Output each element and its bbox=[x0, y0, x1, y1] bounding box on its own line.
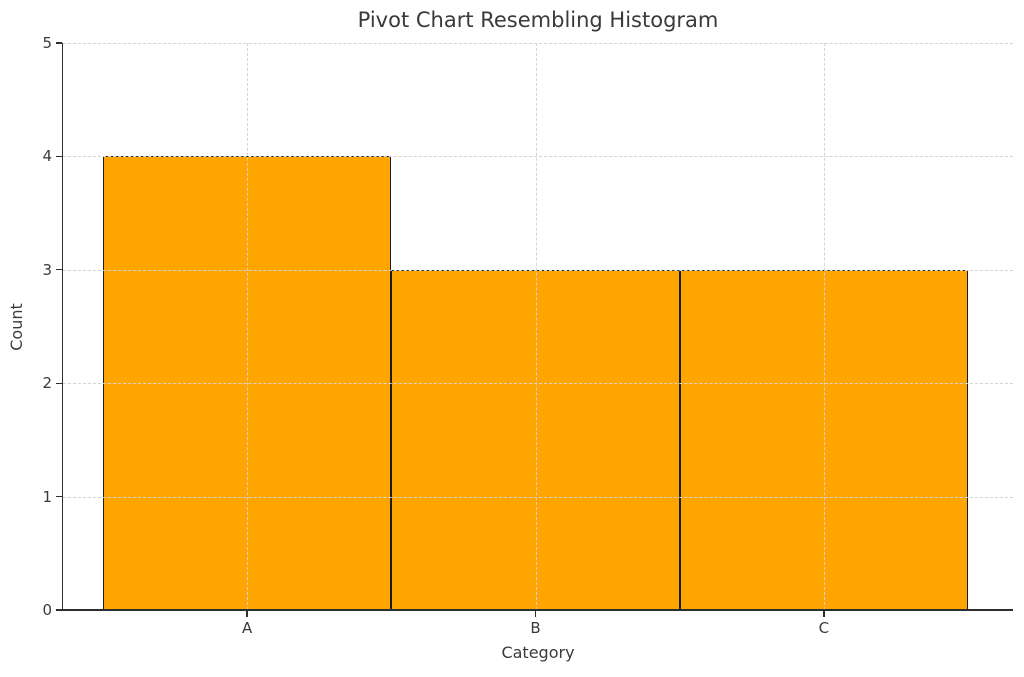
y-axis-spine bbox=[61, 43, 64, 611]
x-tick-mark-c bbox=[823, 611, 825, 617]
x-tick-mark-a bbox=[246, 611, 248, 617]
chart-title: Pivot Chart Resembling Histogram bbox=[357, 8, 719, 32]
gridline-y-5 bbox=[63, 43, 1013, 44]
gridline-x-a bbox=[247, 43, 249, 610]
gridline-x-b bbox=[535, 43, 537, 610]
plot-area bbox=[63, 43, 1013, 610]
y-tick-label-1: 1 bbox=[42, 487, 52, 506]
y-tick-label-0: 0 bbox=[42, 601, 52, 619]
y-tick-mark-3 bbox=[56, 269, 62, 271]
x-tick-mark-b bbox=[534, 611, 537, 617]
y-tick-mark-0 bbox=[56, 609, 62, 611]
gridline-x-c bbox=[823, 43, 825, 610]
x-tick-label-c: C bbox=[818, 619, 830, 637]
y-tick-label-4: 4 bbox=[42, 147, 52, 166]
y-tick-label-3: 3 bbox=[42, 260, 52, 279]
x-axis-spine bbox=[61, 609, 1013, 611]
gridline-y-2 bbox=[63, 383, 1013, 385]
y-tick-label-2: 2 bbox=[42, 374, 52, 393]
x-axis-label: Category bbox=[501, 643, 575, 662]
y-tick-mark-4 bbox=[56, 155, 62, 158]
y-tick-mark-2 bbox=[56, 382, 62, 384]
bar-b bbox=[391, 269, 680, 610]
x-tick-label-a: A bbox=[242, 619, 253, 637]
gridline-y-1 bbox=[63, 496, 1013, 498]
y-tick-mark-1 bbox=[56, 495, 62, 498]
y-axis-label: Count bbox=[7, 303, 26, 351]
gridline-y-3 bbox=[63, 269, 1013, 271]
y-tick-mark-5 bbox=[56, 42, 62, 44]
y-tick-label-5: 5 bbox=[42, 34, 52, 52]
gridline-y-4 bbox=[63, 156, 1013, 158]
x-tick-label-b: B bbox=[530, 619, 541, 637]
